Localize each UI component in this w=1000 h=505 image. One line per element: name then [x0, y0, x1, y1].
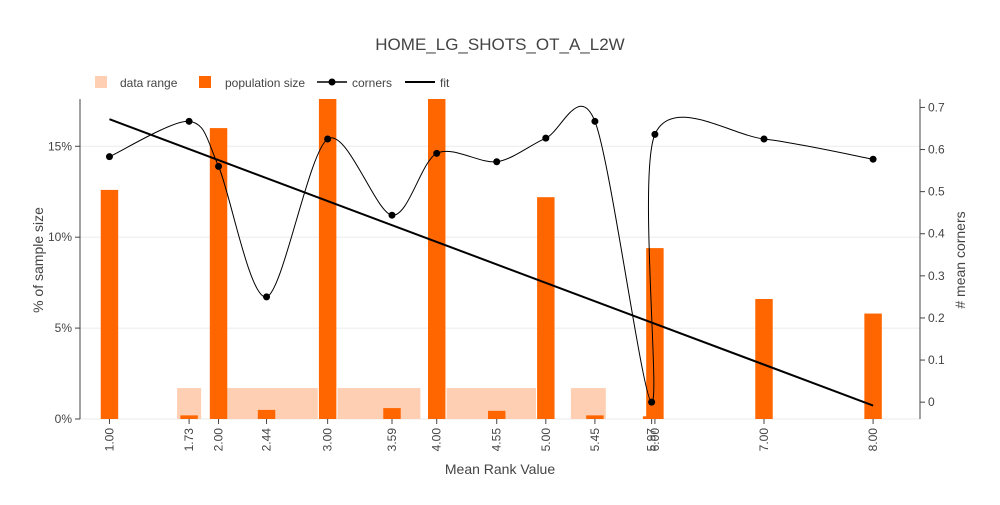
x-axis-title: Mean Rank Value — [445, 461, 555, 477]
corners-point — [388, 211, 396, 219]
legend: data range population size corners fit — [95, 76, 450, 90]
legend-item-corners: corners — [317, 76, 392, 90]
legend-label: corners — [352, 76, 392, 90]
y2-axis-title: # mean corners — [952, 211, 968, 308]
population-bar — [586, 415, 604, 419]
legend-swatch — [95, 76, 107, 88]
data-range-bar — [177, 388, 202, 419]
y2-tick-label: 0.5 — [928, 185, 945, 199]
corners-point — [185, 117, 193, 125]
fit-line — [109, 118, 874, 407]
population-bar — [428, 99, 446, 419]
corners-point — [324, 135, 332, 143]
legend-item-fit: fit — [405, 76, 450, 90]
y-tick-label: 10% — [48, 230, 72, 244]
data-range-bar — [570, 388, 606, 419]
y2-tick-label: 0.6 — [928, 143, 945, 157]
population-bar — [864, 313, 882, 419]
y2-axis-ticks: 0 0.1 0.2 0.3 0.4 0.5 0.6 0.7 — [920, 100, 945, 409]
x-tick-label: 5.97 — [645, 428, 659, 452]
corners-point — [105, 153, 113, 161]
corners-point — [493, 158, 501, 166]
corners-point — [869, 155, 877, 163]
population-bar — [537, 197, 555, 419]
x-tick-label: 5.00 — [539, 428, 553, 452]
fit-line-group — [109, 118, 874, 407]
population-bar — [100, 189, 119, 419]
corners-point — [651, 130, 659, 138]
legend-label: fit — [440, 76, 450, 90]
legend-swatch — [199, 76, 211, 88]
y-tick-label: 0% — [55, 412, 73, 426]
population-bar — [257, 409, 276, 419]
x-tick-label: 3.00 — [321, 428, 335, 452]
corners-point — [263, 293, 271, 301]
x-tick-label: 3.59 — [385, 428, 399, 452]
legend-marker — [328, 78, 336, 86]
population-bars — [100, 99, 882, 419]
y2-tick-label: 0.1 — [928, 353, 945, 367]
corners-point — [760, 135, 768, 143]
population-bar — [646, 248, 664, 419]
legend-label: population size — [225, 76, 305, 90]
x-tick-label: 5.45 — [588, 428, 602, 452]
corners-point — [591, 117, 599, 125]
x-tick-label: 2.00 — [212, 428, 226, 452]
y2-tick-label: 0.7 — [928, 100, 945, 114]
data-range-bars — [177, 388, 606, 419]
x-tick-label: 8.00 — [866, 428, 880, 452]
y-tick-label: 15% — [48, 139, 72, 153]
y2-tick-label: 0.3 — [928, 269, 945, 283]
population-bar — [488, 410, 506, 419]
corners-point — [433, 149, 441, 157]
legend-label: data range — [120, 76, 178, 90]
x-axis-ticks: 1.00 1.73 2.00 2.44 3.00 3.59 4.00 4.55 5.00 5.45… — [102, 419, 880, 451]
x-tick-label: 7.00 — [757, 428, 771, 452]
population-bar — [318, 99, 337, 419]
corners-point — [542, 134, 550, 142]
y-axis-title: % of sample size — [30, 207, 46, 313]
x-tick-label: 4.00 — [430, 428, 444, 452]
x-tick-label: 6.00 — [648, 428, 662, 452]
population-bar — [383, 408, 401, 419]
x-tick-label: 2.44 — [260, 428, 274, 452]
y-tick-label: 5% — [55, 321, 73, 335]
x-tick-label: 1.00 — [102, 428, 116, 452]
corners-point — [648, 398, 656, 406]
data-range-bar — [337, 388, 421, 419]
population-bar — [180, 415, 198, 419]
population-bar — [209, 128, 228, 419]
population-bar — [755, 299, 773, 419]
y2-tick-label: 0 — [928, 395, 935, 409]
y-axis-ticks: 0% 5% 10% 15% — [48, 139, 80, 426]
corners-series — [105, 105, 877, 406]
x-tick-label: 1.73 — [182, 428, 196, 452]
corners-point — [215, 162, 223, 170]
y2-tick-label: 0.2 — [928, 311, 945, 325]
legend-item-population: population size — [199, 76, 305, 90]
legend-item-data-range: data range — [95, 76, 178, 90]
y2-tick-label: 0.4 — [928, 227, 945, 241]
chart-title: HOME_LG_SHOTS_OT_A_L2W — [375, 35, 624, 54]
x-tick-label: 4.55 — [490, 428, 504, 452]
